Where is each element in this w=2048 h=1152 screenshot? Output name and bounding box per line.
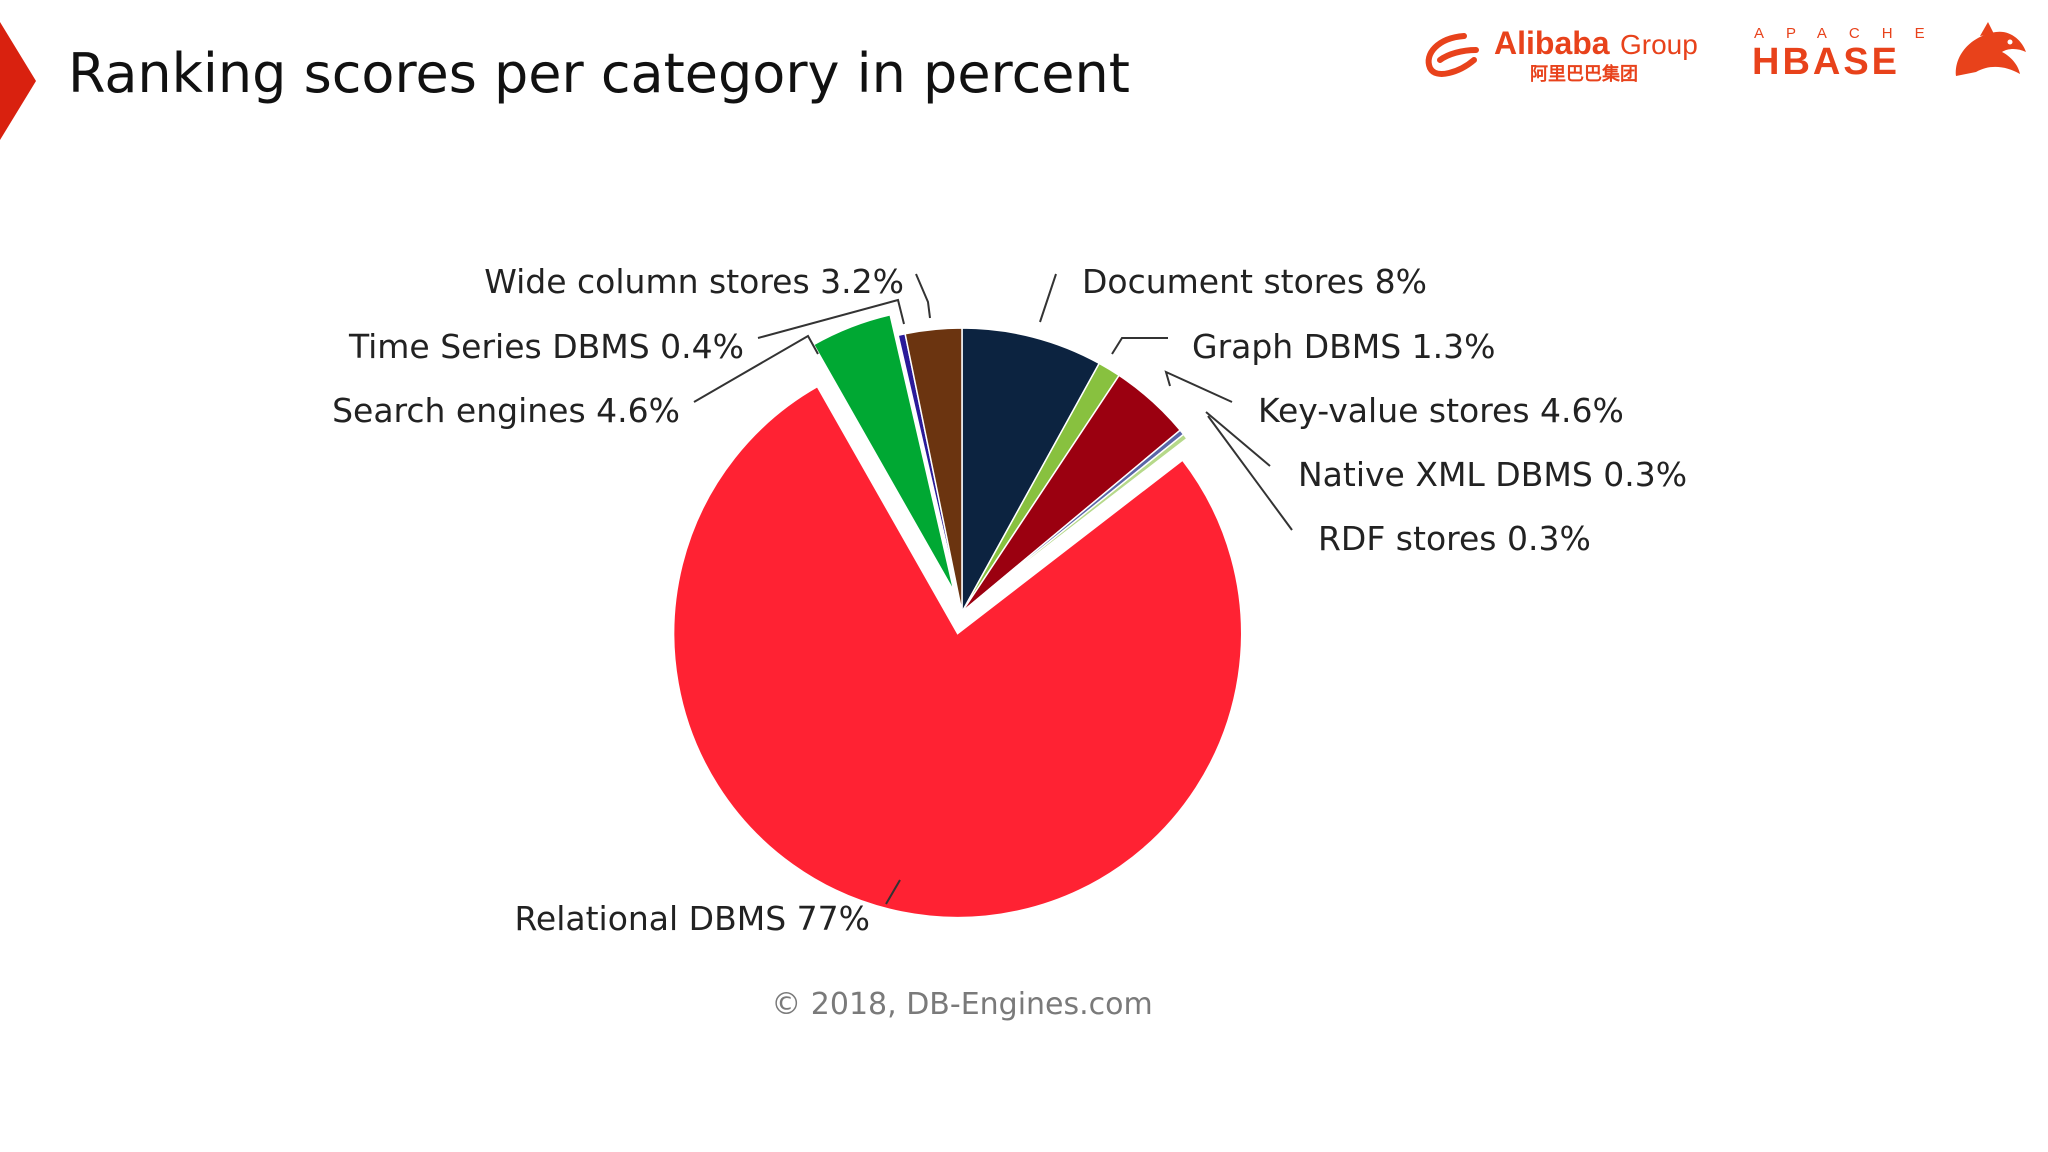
chart-source-copyright: © 2018, DB-Engines.com [771, 987, 1153, 1022]
slice-label-time-series-dbms: Time Series DBMS 0.4% [348, 327, 744, 366]
slice-label-native-xml-dbms: Native XML DBMS 0.3% [1298, 455, 1687, 494]
slice-label-rdf-stores: RDF stores 0.3% [1318, 519, 1591, 558]
pie-slice-document-stores [961, 327, 1101, 613]
alibaba-wordmark: Alibaba [1494, 25, 1610, 61]
leader-line-wide-column-stores [915, 273, 931, 319]
slice-label-relational-dbms: Relational DBMS 77% [514, 899, 870, 938]
hbase-wordmark: HBASE [1752, 41, 1900, 82]
pie-slice-relational-dbms [672, 385, 1243, 919]
alibaba-swirl-icon [1425, 33, 1479, 77]
slice-label-key-value-stores: Key-value stores 4.6% [1258, 391, 1624, 430]
leader-line-key-value-stores [1164, 370, 1233, 403]
leader-line-rdf-stores [1207, 415, 1293, 531]
alibaba-chinese-wordmark: 阿里巴巴集团 [1530, 63, 1638, 84]
pie-slice-rdf-stores [961, 433, 1188, 613]
leader-line-time-series-dbms [757, 298, 905, 339]
apache-wordmark: APACHE [1754, 25, 1947, 42]
orca-icon [1955, 22, 2026, 76]
leader-line-search-engines [693, 334, 819, 403]
leader-line-document-stores [1039, 273, 1057, 323]
leader-line-native-xml-dbms [1205, 411, 1271, 467]
slice-label-document-stores: Document stores 8% [1082, 262, 1427, 301]
leader-line-relational-dbms [885, 879, 901, 905]
slide-title: Ranking scores per category in percent [68, 42, 1130, 105]
slice-label-graph-dbms: Graph DBMS 1.3% [1192, 327, 1496, 366]
pie-slice-wide-column-stores [904, 327, 963, 613]
slide-accent-marker [0, 22, 36, 140]
alibaba-group-wordmark: Group [1620, 29, 1698, 60]
apache-hbase-logo: APACHE HBASE [1752, 22, 2026, 82]
alibaba-group-logo: Alibaba Group 阿里巴巴集团 [1425, 25, 1698, 84]
slice-label-search-engines: Search engines 4.6% [332, 391, 680, 430]
leader-line-graph-dbms [1111, 337, 1168, 355]
slice-label-wide-column-stores: Wide column stores 3.2% [484, 262, 904, 301]
